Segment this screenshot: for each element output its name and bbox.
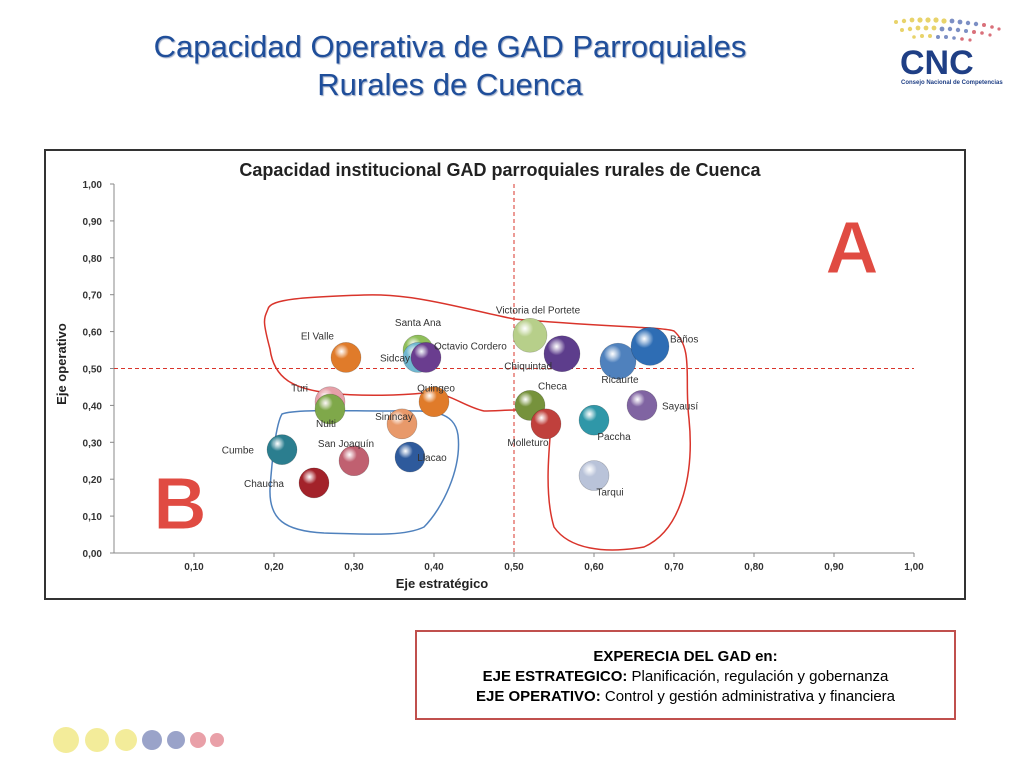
x-tick-label: 0,90: [824, 562, 844, 573]
data-point-bubble: [410, 342, 442, 373]
chart-regions: A B: [153, 206, 879, 551]
decorative-dot: [85, 728, 109, 752]
decorative-dot: [53, 727, 79, 753]
decorative-dot: [210, 733, 224, 747]
data-point-label: Victoria del Portete: [496, 305, 581, 316]
slide-title: Capacidad Operativa de GAD Parroquiales …: [60, 28, 840, 104]
data-point-label: San Joaquín: [318, 439, 374, 450]
data-point-bubble: [626, 390, 658, 421]
y-tick-label: 0,30: [83, 438, 103, 449]
x-tick-label: 1,00: [904, 562, 924, 573]
data-point-label: Molleturo: [507, 438, 549, 449]
data-point-bubble: [394, 441, 426, 473]
explanation-strategic: EJE ESTRATEGICO: Planificación, regulaci…: [417, 667, 954, 687]
data-point-label: Tarqui: [596, 488, 623, 499]
data-point-bubble: [314, 393, 346, 425]
data-point-label: Santa Ana: [395, 318, 442, 329]
data-point-bubble: [578, 404, 610, 436]
data-point-bubble: [418, 386, 450, 418]
x-tick-label: 0,70: [664, 562, 684, 573]
y-axis-label: Eje operativo: [54, 323, 69, 405]
x-tick-label: 0,50: [504, 562, 524, 573]
data-point-label: Checa: [538, 381, 567, 392]
y-tick-label: 0,50: [83, 365, 103, 376]
data-point-label: Baños: [670, 334, 698, 345]
y-tick-label: 0,90: [83, 217, 103, 228]
data-point-label: Sayausí: [662, 401, 698, 412]
chart-points: El Valle Santa Ana Sidcay Octavio Cordero Vi…: [222, 305, 699, 498]
logo-text: CNC: [900, 44, 974, 82]
y-tick-label: 0,70: [83, 291, 103, 302]
data-point-label: Nulti: [316, 419, 336, 430]
y-tick-label: 0,20: [83, 475, 103, 486]
logo-subtitle: Consejo Nacional de Competencias: [901, 80, 1003, 86]
operative-label: EJE OPERATIVO:: [475, 688, 601, 705]
data-point-label: Sinincay: [375, 412, 413, 423]
x-tick-label: 0,10: [184, 562, 204, 573]
y-tick-label: 1,00: [83, 180, 103, 191]
decorative-dot: [115, 729, 137, 751]
y-tick-label: 0,60: [83, 328, 103, 339]
data-point-bubble: [578, 460, 610, 491]
x-tick-label: 0,30: [344, 562, 364, 573]
x-tick-label: 0,40: [424, 562, 444, 573]
explanation-box: EXPERECIA DEL GAD en: EJE ESTRATEGICO: P…: [415, 630, 956, 720]
data-point-label: Ricaurte: [601, 375, 639, 386]
data-point-bubble: [512, 317, 548, 353]
scatter-chart: Capacidad institucional GAD parroquiales…: [54, 160, 925, 591]
data-point-label: Chaucha: [244, 479, 284, 490]
y-tick-label: 0,40: [83, 401, 103, 412]
strategic-label: EJE ESTRATEGICO:: [482, 668, 628, 685]
decorative-dot: [142, 730, 162, 750]
region-b-outline: [269, 409, 460, 535]
decorative-dot: [190, 732, 206, 748]
chart-title: Capacidad institucional GAD parroquiales…: [239, 160, 761, 180]
data-point-label: Paccha: [597, 432, 631, 443]
data-point-label: Octavio Cordero: [434, 341, 507, 352]
x-tick-label: 0,20: [264, 562, 284, 573]
slide-title-line-2: Rurales de Cuenca: [317, 67, 583, 102]
decorative-dots: [53, 727, 224, 753]
region-b-label: B: [153, 462, 206, 545]
x-axis-label: Eje estratégico: [396, 576, 489, 591]
data-point-label: El Valle: [301, 331, 335, 342]
data-point-bubble: [530, 408, 562, 440]
operative-text: Control y gestión administrativa y finan…: [600, 688, 896, 705]
data-point-bubble: [298, 467, 330, 499]
y-tick-label: 0,00: [83, 549, 103, 560]
y-tick-label: 0,80: [83, 254, 103, 265]
data-point-label: Quingeo: [417, 384, 455, 395]
data-point-label: Sidcay: [380, 353, 410, 364]
chart-frame: [44, 149, 966, 600]
y-tick-label: 0,10: [83, 512, 103, 523]
x-tick-label: 0,80: [744, 562, 764, 573]
decorative-dot: [167, 731, 185, 749]
data-point-bubble: [386, 408, 418, 440]
data-point-bubble: [599, 342, 637, 380]
logo-dot-pattern: [894, 17, 1001, 42]
explanation-operative: EJE OPERATIVO: Control y gestión adminis…: [417, 687, 954, 707]
strategic-text: Planificación, regulación y gobernanza: [627, 668, 889, 685]
region-a-label: A: [825, 206, 878, 289]
data-point-label: Llacao: [417, 453, 447, 464]
data-point-bubble: [630, 327, 670, 366]
data-point-label: Turi: [291, 384, 308, 395]
data-point-bubble: [330, 342, 362, 373]
data-point-bubble: [543, 335, 581, 373]
cnc-logo: CNC Consejo Nacional de Competencias: [894, 17, 1003, 86]
data-point-label: Chiquintad: [504, 362, 552, 373]
data-point-bubble: [266, 434, 298, 465]
slide-title-line-1: Capacidad Operativa de GAD Parroquiales: [153, 29, 747, 64]
x-tick-label: 0,60: [584, 562, 604, 573]
explanation-heading: EXPERECIA DEL GAD en:: [593, 648, 778, 665]
data-point-bubble: [338, 445, 370, 477]
data-point-label: Cumbe: [222, 446, 255, 457]
chart-axes: 0,00 0,10 0,20 0,30 0,40 0,50 0,60 0,70 0,80 0,90…: [83, 180, 925, 573]
